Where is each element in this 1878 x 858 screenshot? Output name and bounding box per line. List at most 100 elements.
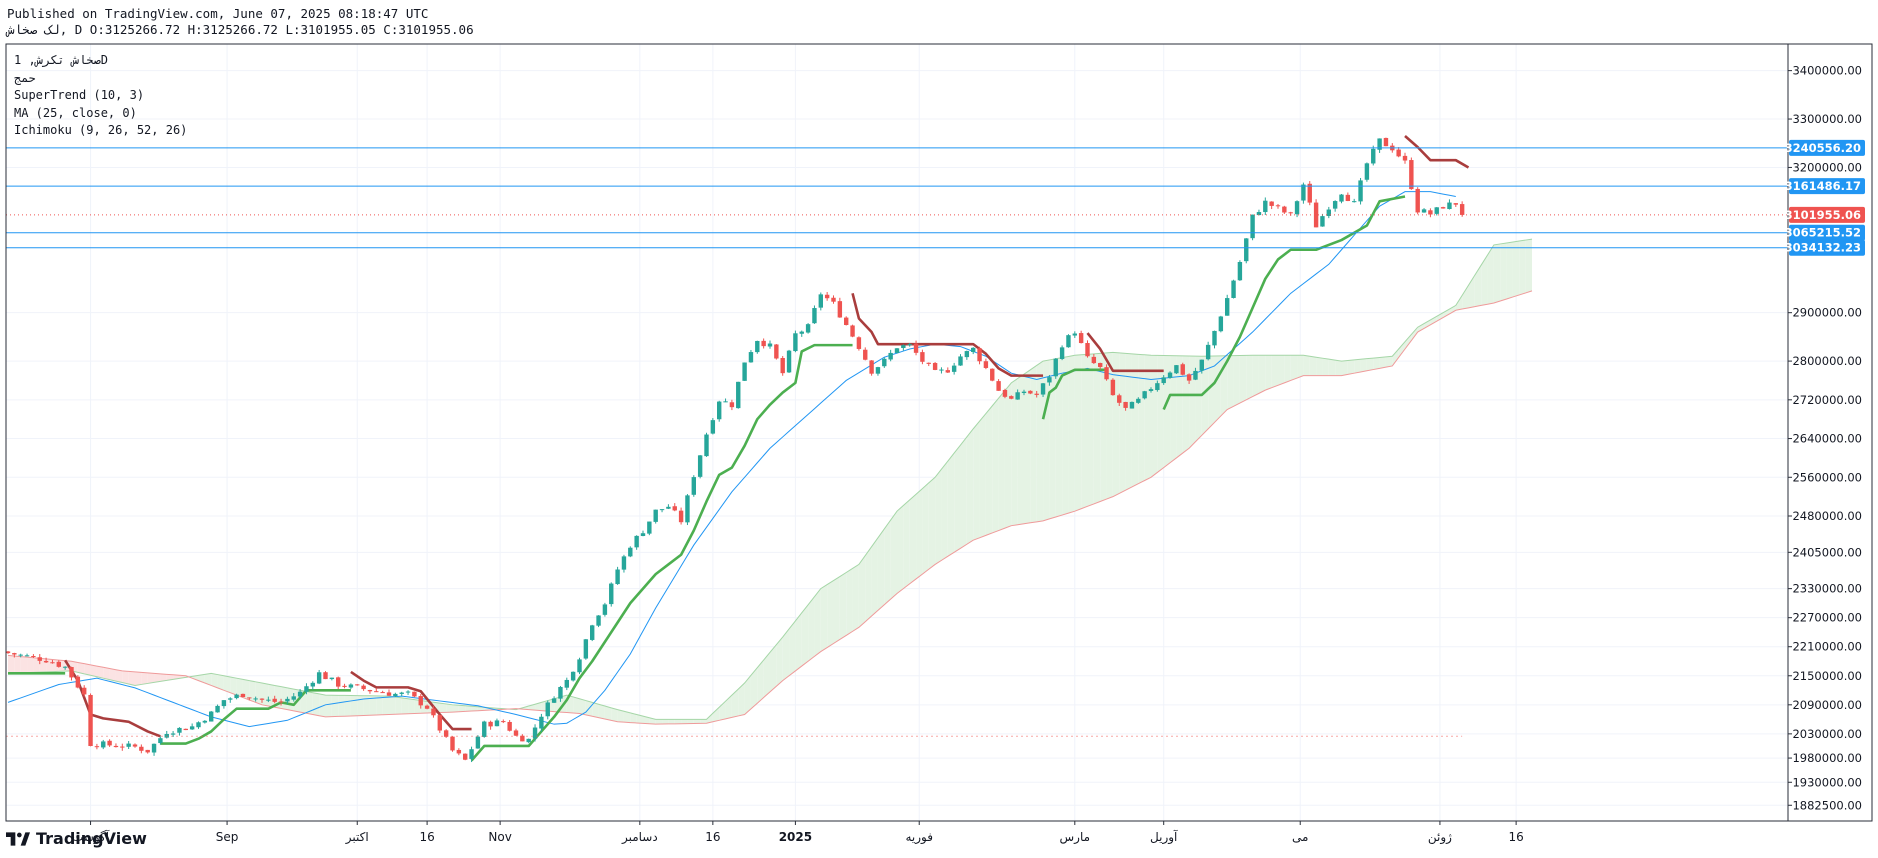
supertrend-up-line xyxy=(1041,368,1107,420)
candle xyxy=(1358,177,1363,205)
cloud-segment xyxy=(1208,356,1215,429)
legend-indicator-ichimoku[interactable]: Ichimoku (9, 26, 52, 26) xyxy=(14,123,188,137)
candle-body xyxy=(596,615,601,626)
candle xyxy=(259,698,265,703)
cloud-segment xyxy=(389,696,396,715)
cloud-segment xyxy=(262,683,269,707)
candle xyxy=(50,659,55,664)
y-tick-label: 2270000.00 xyxy=(1792,611,1862,625)
candle-body xyxy=(850,325,855,337)
candle xyxy=(1085,340,1090,358)
x-tick-label: 16 xyxy=(1508,830,1523,844)
candle-body xyxy=(291,696,296,700)
candle-body xyxy=(1377,138,1382,150)
cloud-segment xyxy=(782,628,790,681)
candle-body xyxy=(1301,184,1306,201)
cloud-segment xyxy=(1227,355,1234,410)
cloud-segment xyxy=(1176,355,1183,458)
legend-indicator-supertrend[interactable]: SuperTrend (10, 3) xyxy=(14,88,145,102)
candle xyxy=(266,696,271,703)
candle xyxy=(482,720,487,738)
candle xyxy=(1148,387,1154,393)
supertrend-up-line xyxy=(160,688,351,745)
cloud-segment xyxy=(1379,356,1386,369)
candle-body xyxy=(418,696,423,706)
candle-body xyxy=(1212,330,1217,346)
legend-symbol[interactable]: صخاش تکرش, 1D xyxy=(14,53,108,67)
candle xyxy=(545,700,550,720)
candle xyxy=(634,535,639,550)
cloud-segment xyxy=(839,572,847,640)
candle-body xyxy=(139,746,144,751)
candle xyxy=(723,398,728,403)
candle-body xyxy=(221,700,227,707)
chart-header: Published on TradingView.com, June 07, 2… xyxy=(7,6,474,38)
plot-area[interactable] xyxy=(6,135,1788,763)
cloud-segment xyxy=(1392,348,1399,366)
cloud-segment xyxy=(820,584,828,652)
candle xyxy=(450,736,455,752)
candle xyxy=(736,381,741,409)
price-badge-bg xyxy=(1789,239,1865,256)
brand[interactable]: TradingView xyxy=(6,829,147,848)
cloud-segment xyxy=(1081,354,1088,509)
candle-body xyxy=(196,722,201,728)
price-axis[interactable]: 3400000.00 3300000.00 3200000.00 2800000.00… xyxy=(1788,64,1862,813)
candle-body xyxy=(215,705,220,713)
candle-body xyxy=(1028,390,1033,394)
candle xyxy=(316,669,322,685)
candle-body xyxy=(888,352,893,360)
candle xyxy=(577,657,582,675)
y-tick-label: 1882500.00 xyxy=(1792,798,1862,812)
cloud-segment xyxy=(211,673,218,688)
candle-body xyxy=(793,333,798,352)
candle xyxy=(494,718,500,727)
cloud-segment xyxy=(668,719,675,724)
candle xyxy=(1218,315,1224,333)
candle-body xyxy=(1339,194,1344,202)
candle xyxy=(767,340,773,349)
cloud-segment xyxy=(973,421,980,541)
candle xyxy=(380,690,385,694)
cloud-segment xyxy=(623,711,631,723)
supertrend-down-line xyxy=(1086,332,1164,373)
candle-body xyxy=(1129,401,1135,409)
candle xyxy=(1072,331,1077,338)
time-axis[interactable]: آگوست Sep اکتبر 16 Nov دسامبر 16 2025 فوریه مارس آ… xyxy=(72,821,1524,845)
candle-body xyxy=(1345,194,1351,202)
cloud-segment xyxy=(1303,355,1310,376)
candle-body xyxy=(259,698,265,700)
candle xyxy=(717,400,722,422)
legend-indicator-ma[interactable]: MA (25, close, 0) xyxy=(14,105,137,120)
candle xyxy=(1129,401,1135,409)
candle-body xyxy=(1415,188,1420,213)
cloud-segment xyxy=(1436,312,1444,322)
candle xyxy=(901,344,906,351)
candle-body xyxy=(812,308,817,324)
cloud-segment xyxy=(935,469,942,565)
candle-body xyxy=(647,521,652,534)
candle xyxy=(1282,205,1287,214)
cloud-segment xyxy=(1265,355,1272,391)
candle xyxy=(710,418,716,435)
cloud-segment xyxy=(617,709,624,723)
cloud-segment xyxy=(1170,355,1177,463)
cloud-segment xyxy=(725,695,732,719)
candle xyxy=(532,724,538,742)
candle-body xyxy=(577,659,582,673)
cloud-segment xyxy=(90,664,97,677)
candle-body xyxy=(602,604,608,615)
candle-body xyxy=(551,698,557,703)
candle-body xyxy=(450,736,455,751)
candle-body xyxy=(399,692,404,694)
cloud-segment xyxy=(363,695,370,716)
ma-line xyxy=(7,191,1456,728)
candle xyxy=(228,697,233,703)
candle xyxy=(1371,145,1376,166)
horizontal-lines[interactable] xyxy=(6,147,1788,737)
cloud-segment xyxy=(579,698,586,715)
candle xyxy=(774,344,779,360)
cloud-segment xyxy=(1074,354,1082,512)
candle-body xyxy=(1364,163,1370,180)
